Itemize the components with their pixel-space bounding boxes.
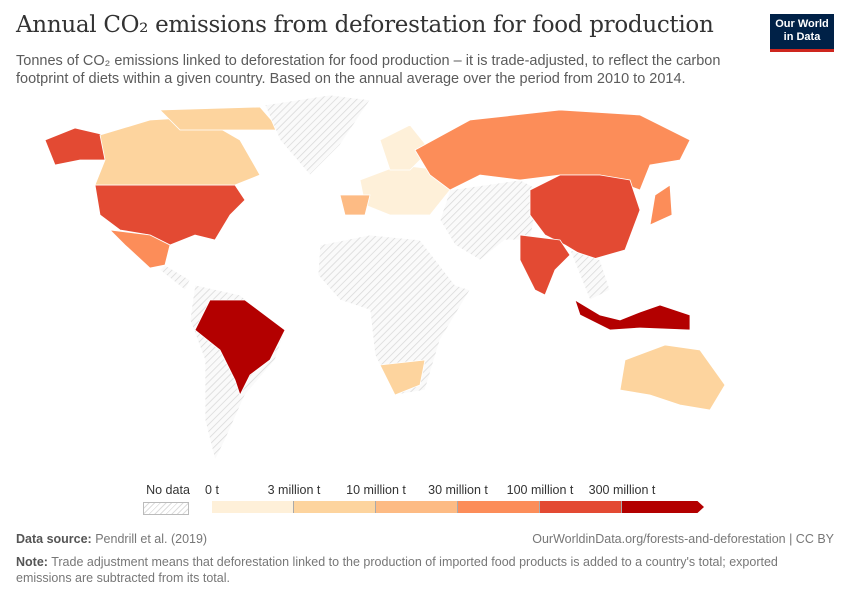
region-spain[interactable] [339, 194, 371, 216]
chart-subtitle: Tonnes of CO₂ emissions linked to defore… [16, 53, 721, 87]
owid-logo[interactable]: Our World in Data [770, 14, 834, 52]
legend-bin-2[interactable] [376, 501, 458, 513]
legend-tick-label: 300 million t [588, 483, 656, 497]
legend-tick-label: 3 million t [267, 483, 321, 497]
region-greenland[interactable] [264, 95, 371, 176]
legend-bin-5[interactable] [622, 501, 704, 513]
region-south-africa[interactable] [379, 359, 426, 396]
chart-title: Annual CO₂ emissions from deforestation … [16, 12, 714, 38]
legend-bin-3[interactable] [458, 501, 540, 513]
footnote: Note: Trade adjustment means that defore… [16, 554, 816, 586]
legend-tick-label: 0 t [205, 483, 219, 497]
region-africa[interactable] [317, 234, 471, 396]
legend-no-data-swatch [143, 502, 189, 515]
region-canada-arctic[interactable] [159, 106, 281, 131]
region-india[interactable] [519, 234, 571, 296]
region-middle-east-central-asia[interactable] [439, 179, 541, 261]
legend-bin-0[interactable] [212, 501, 294, 513]
legend-tick-label: 100 million t [506, 483, 574, 497]
region-japan[interactable] [649, 184, 673, 226]
source-link[interactable]: Pendrill et al. (2019) [95, 532, 208, 546]
region-southeast-asia[interactable] [569, 249, 611, 301]
region-canada[interactable] [94, 116, 261, 186]
region-scandinavia[interactable] [379, 124, 431, 171]
region-russia[interactable] [414, 109, 691, 191]
note-text: Trade adjustment means that deforestatio… [16, 555, 778, 585]
region-usa[interactable] [94, 184, 246, 246]
region-indonesia[interactable] [574, 299, 691, 331]
source-label: Data source: [16, 532, 92, 546]
region-brazil[interactable] [194, 299, 286, 397]
legend-bin-1[interactable] [294, 501, 376, 513]
source-url[interactable]: OurWorldinData.org/forests-and-deforesta… [532, 532, 834, 546]
region-australia[interactable] [619, 344, 726, 411]
world-map [44, 95, 726, 462]
region-alaska[interactable] [44, 127, 111, 166]
legend-tick-label: 30 million t [428, 483, 488, 497]
note-label: Note: [16, 555, 48, 569]
legend-no-data-label: No data [146, 483, 190, 497]
legend-tick-label: 10 million t [346, 483, 406, 497]
region-china[interactable] [529, 174, 641, 261]
legend-bin-4[interactable] [540, 501, 622, 513]
data-source: Data source: Pendrill et al. (2019) [16, 532, 207, 546]
region-central-america[interactable] [159, 264, 191, 291]
legend: No data 0 t 3 million t 10 million t 30 mil… [0, 480, 850, 520]
